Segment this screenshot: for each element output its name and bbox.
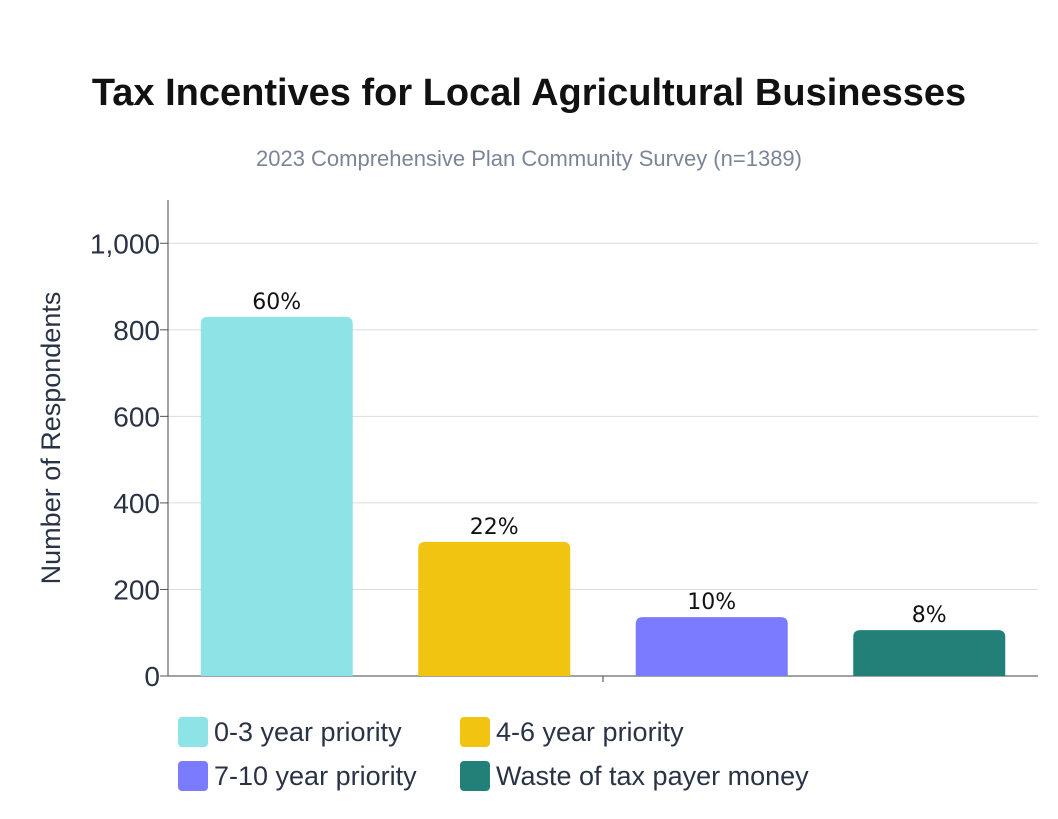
bar-data-label: 60% [252, 290, 301, 315]
legend-item: Waste of tax payer money [460, 760, 809, 792]
bar-data-label: 22% [470, 515, 519, 540]
legend-swatch [178, 761, 208, 791]
legend-item: 7-10 year priority [178, 760, 417, 792]
y-tick-label: 200 [113, 574, 160, 605]
y-tick-label: 1,000 [90, 228, 160, 259]
bar-4 [853, 630, 1006, 676]
bar-data-label: 10% [687, 590, 736, 615]
bar-data-label: 8% [912, 603, 947, 628]
legend-label: 0-3 year priority [214, 716, 402, 747]
legend-label: 7-10 year priority [214, 760, 417, 791]
y-axis-label: Number of Respondents [36, 292, 66, 585]
legend-label: Waste of tax payer money [496, 760, 809, 791]
chart-title: Tax Incentives for Local Agricultural Bu… [91, 72, 967, 114]
y-tick-label: 600 [113, 401, 160, 432]
y-tick-label: 0 [144, 661, 160, 692]
legend-label: 4-6 year priority [496, 716, 684, 747]
legend-item: 0-3 year priority [178, 716, 402, 748]
bar-2 [418, 541, 571, 676]
legend-item: 4-6 year priority [460, 716, 684, 748]
y-tick-label: 800 [113, 315, 160, 346]
chart-subtitle: 2023 Comprehensive Plan Community Survey… [255, 146, 802, 171]
bar-1 [200, 316, 353, 676]
y-tick-label: 400 [113, 488, 160, 519]
bar-3 [635, 617, 788, 676]
legend-swatch [178, 717, 208, 747]
legend-swatch [460, 717, 490, 747]
legend-swatch [460, 761, 490, 791]
